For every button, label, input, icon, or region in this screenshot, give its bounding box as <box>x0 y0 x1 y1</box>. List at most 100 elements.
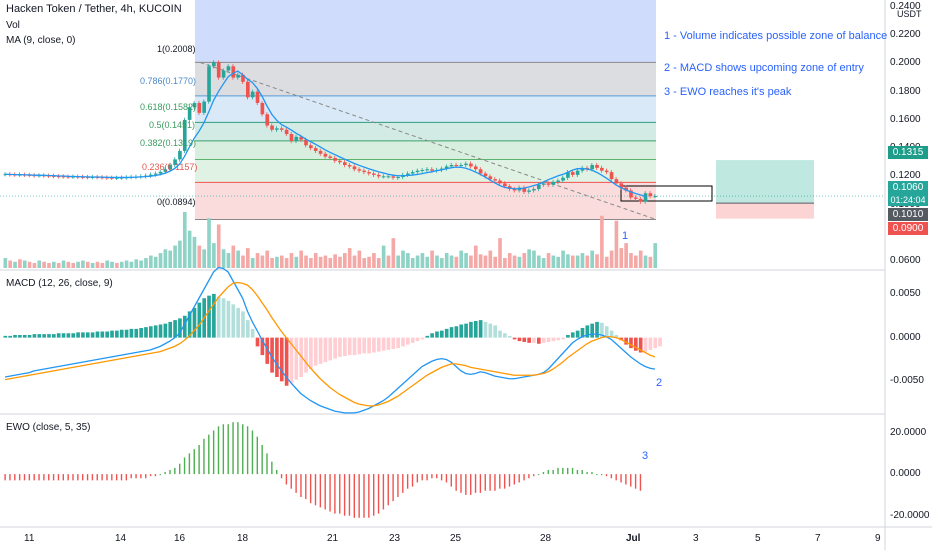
ewo-bar <box>605 474 608 477</box>
ewo-bar <box>479 474 482 493</box>
ewo-bar <box>256 436 258 475</box>
macd-histogram-bar <box>71 333 76 338</box>
ewo-bar <box>86 474 89 481</box>
candle <box>178 150 182 160</box>
macd-histogram-bar <box>168 321 173 338</box>
ewo-bar <box>368 474 370 518</box>
volume-bar <box>522 253 527 268</box>
candle <box>333 157 337 161</box>
volume-bar <box>3 258 8 268</box>
fib-band <box>195 140 656 160</box>
price-tick-label: 0.1200 <box>890 170 921 182</box>
macd-histogram-bar <box>318 337 323 364</box>
ewo-bar <box>14 474 16 481</box>
volume-bar <box>357 250 362 268</box>
macd-histogram-bar <box>284 337 289 386</box>
macd-histogram-bar <box>570 332 575 338</box>
macd-histogram-bar <box>624 337 628 345</box>
ewo-bar <box>460 474 462 493</box>
ewo-bar <box>523 474 525 481</box>
ewo-bar <box>382 474 385 510</box>
volume-bar <box>352 255 357 268</box>
volume-bar <box>580 253 585 268</box>
candle <box>449 165 454 167</box>
ewo-bar <box>615 474 617 481</box>
candle <box>187 107 192 120</box>
price-tag-last: 0.1060 <box>888 181 928 194</box>
candle <box>537 184 541 190</box>
ewo-bar <box>314 474 317 506</box>
volume-bar <box>115 263 119 268</box>
volume-bar <box>517 256 522 268</box>
macd-histogram-bar <box>367 337 371 354</box>
ewo-bar <box>474 474 477 493</box>
volume-bar <box>406 253 410 268</box>
ewo-bar <box>198 445 200 475</box>
ewo-tick-label: 0.0000 <box>890 468 921 480</box>
candle <box>357 169 362 171</box>
macd-histogram-bar <box>556 337 561 341</box>
macd-histogram-bar <box>493 325 497 338</box>
candle <box>629 190 633 198</box>
macd-panel <box>3 266 662 414</box>
volume-bar <box>56 263 61 268</box>
volume-bar <box>318 256 323 268</box>
candle <box>396 177 400 179</box>
ewo-bar <box>222 424 225 475</box>
ewo-bar <box>106 474 108 481</box>
volume-bar <box>595 254 599 268</box>
ewo-bar <box>596 474 598 476</box>
macd-histogram-bar <box>590 323 594 338</box>
ewo-tick-label: -20.0000 <box>890 509 930 521</box>
macd-histogram-bar <box>328 337 333 361</box>
volume-bar <box>546 253 551 268</box>
macd-histogram-bar <box>279 337 284 382</box>
macd-histogram-bar <box>372 337 376 353</box>
candle <box>488 176 493 180</box>
macd-histogram-bar <box>352 337 357 356</box>
ewo-bar <box>242 424 244 475</box>
candle <box>289 134 294 142</box>
macd-histogram-bar <box>129 328 134 338</box>
macd-histogram-bar <box>221 298 226 338</box>
macd-histogram-bar <box>13 335 17 338</box>
macd-histogram-bar <box>444 328 449 338</box>
candle <box>343 162 347 166</box>
time-tick-label: 9 <box>875 533 881 544</box>
macd-histogram-bar <box>425 335 430 338</box>
ewo-bar <box>203 438 205 475</box>
volume-bar <box>158 253 163 268</box>
ewo-bar <box>620 474 622 483</box>
vol-label: Vol <box>6 20 20 31</box>
macd-histogram-bar <box>488 323 493 338</box>
ewo-bar <box>411 474 414 487</box>
candle <box>551 181 556 185</box>
macd-histogram-bar <box>149 326 153 338</box>
ewo-bar <box>4 474 6 481</box>
volume-bar <box>469 255 473 268</box>
currency-label: USDT <box>897 9 922 19</box>
ewo-bar <box>23 474 26 481</box>
marker-vol: 1 <box>622 230 629 242</box>
time-tick-label: 28 <box>540 533 552 544</box>
fib-band <box>195 122 656 141</box>
candle <box>207 66 211 102</box>
macd-histogram-bar <box>197 302 202 338</box>
macd-histogram-bar <box>614 335 619 338</box>
fib-trend-line <box>199 61 657 220</box>
macd-histogram-bar <box>115 330 119 338</box>
volume-bar <box>551 255 556 268</box>
macd-histogram-bar <box>396 337 400 349</box>
macd-histogram-bar <box>609 330 614 338</box>
volume-bar <box>604 256 609 268</box>
macd-histogram-bar <box>42 334 46 338</box>
macd-histogram-bar <box>270 337 274 373</box>
ewo-bar <box>625 474 627 485</box>
ewo-bar <box>450 474 452 487</box>
macd-histogram-bar <box>231 304 236 338</box>
candle <box>638 198 643 202</box>
ewo-bar <box>440 474 443 481</box>
volume-bar <box>207 218 211 268</box>
macd-histogram-bar <box>304 337 308 373</box>
